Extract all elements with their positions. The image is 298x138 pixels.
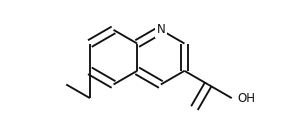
Text: OH: OH bbox=[237, 92, 255, 105]
Text: N: N bbox=[156, 23, 165, 36]
